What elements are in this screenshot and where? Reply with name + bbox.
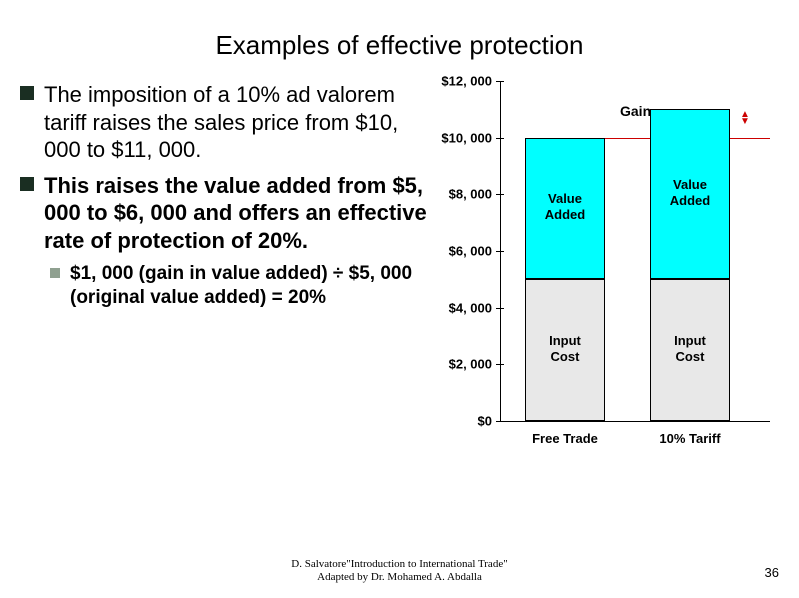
x-label-free-trade: Free Trade: [515, 431, 615, 446]
value-added-label: ValueAdded: [650, 177, 730, 208]
y-tick: [496, 194, 504, 195]
slide-title: Examples of effective protection: [0, 0, 799, 81]
bullet-2-text: This raises the value added from $5, 000…: [44, 172, 430, 255]
page-number: 36: [765, 565, 779, 580]
input-cost-label: InputCost: [650, 333, 730, 364]
bullet-1: The imposition of a 10% ad valorem tarif…: [20, 81, 430, 164]
bullet-list: The imposition of a 10% ad valorem tarif…: [20, 81, 440, 481]
gain-label: Gain: [620, 103, 651, 119]
x-label-tariff: 10% Tariff: [640, 431, 740, 446]
content-area: The imposition of a 10% ad valorem tarif…: [0, 81, 799, 481]
y-tick-label: $6, 000: [449, 244, 492, 259]
y-tick: [496, 138, 504, 139]
square-bullet-icon: [20, 86, 34, 100]
y-tick-label: $10, 000: [441, 130, 492, 145]
square-bullet-icon: [50, 268, 60, 278]
y-tick-label: $4, 000: [449, 300, 492, 315]
y-tick: [496, 364, 504, 365]
y-tick: [496, 308, 504, 309]
sub-bullet-text: $1, 000 (gain in value added) ÷ $5, 000 …: [70, 262, 430, 310]
bullet-1-text: The imposition of a 10% ad valorem tarif…: [44, 81, 430, 164]
footer-citation: D. Salvatore"Introduction to Internation…: [0, 558, 799, 584]
y-tick-label: $8, 000: [449, 187, 492, 202]
y-tick-label: $0: [478, 414, 492, 429]
bullet-2: This raises the value added from $5, 000…: [20, 172, 430, 255]
y-tick: [496, 81, 504, 82]
y-tick: [496, 421, 504, 422]
y-tick: [496, 251, 504, 252]
y-tick-label: $12, 000: [441, 74, 492, 89]
square-bullet-icon: [20, 177, 34, 191]
x-axis: [500, 421, 770, 422]
chart-area: $12, 000 $10, 000 $8, 000 $6, 000 $4, 00…: [440, 81, 770, 481]
gain-arrow-icon: ▲▼: [740, 111, 750, 125]
input-cost-label: InputCost: [525, 333, 605, 364]
sub-bullet-1: $1, 000 (gain in value added) ÷ $5, 000 …: [50, 262, 430, 310]
footer-line1: D. Salvatore"Introduction to Internation…: [291, 558, 507, 570]
value-added-label: ValueAdded: [525, 191, 605, 222]
y-tick-label: $2, 000: [449, 357, 492, 372]
footer-line2: Adapted by Dr. Mohamed A. Abdalla: [317, 571, 482, 583]
